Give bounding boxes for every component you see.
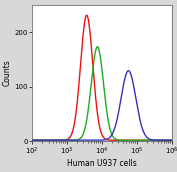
Y-axis label: Counts: Counts — [3, 60, 12, 87]
X-axis label: Human U937 cells: Human U937 cells — [67, 159, 137, 168]
